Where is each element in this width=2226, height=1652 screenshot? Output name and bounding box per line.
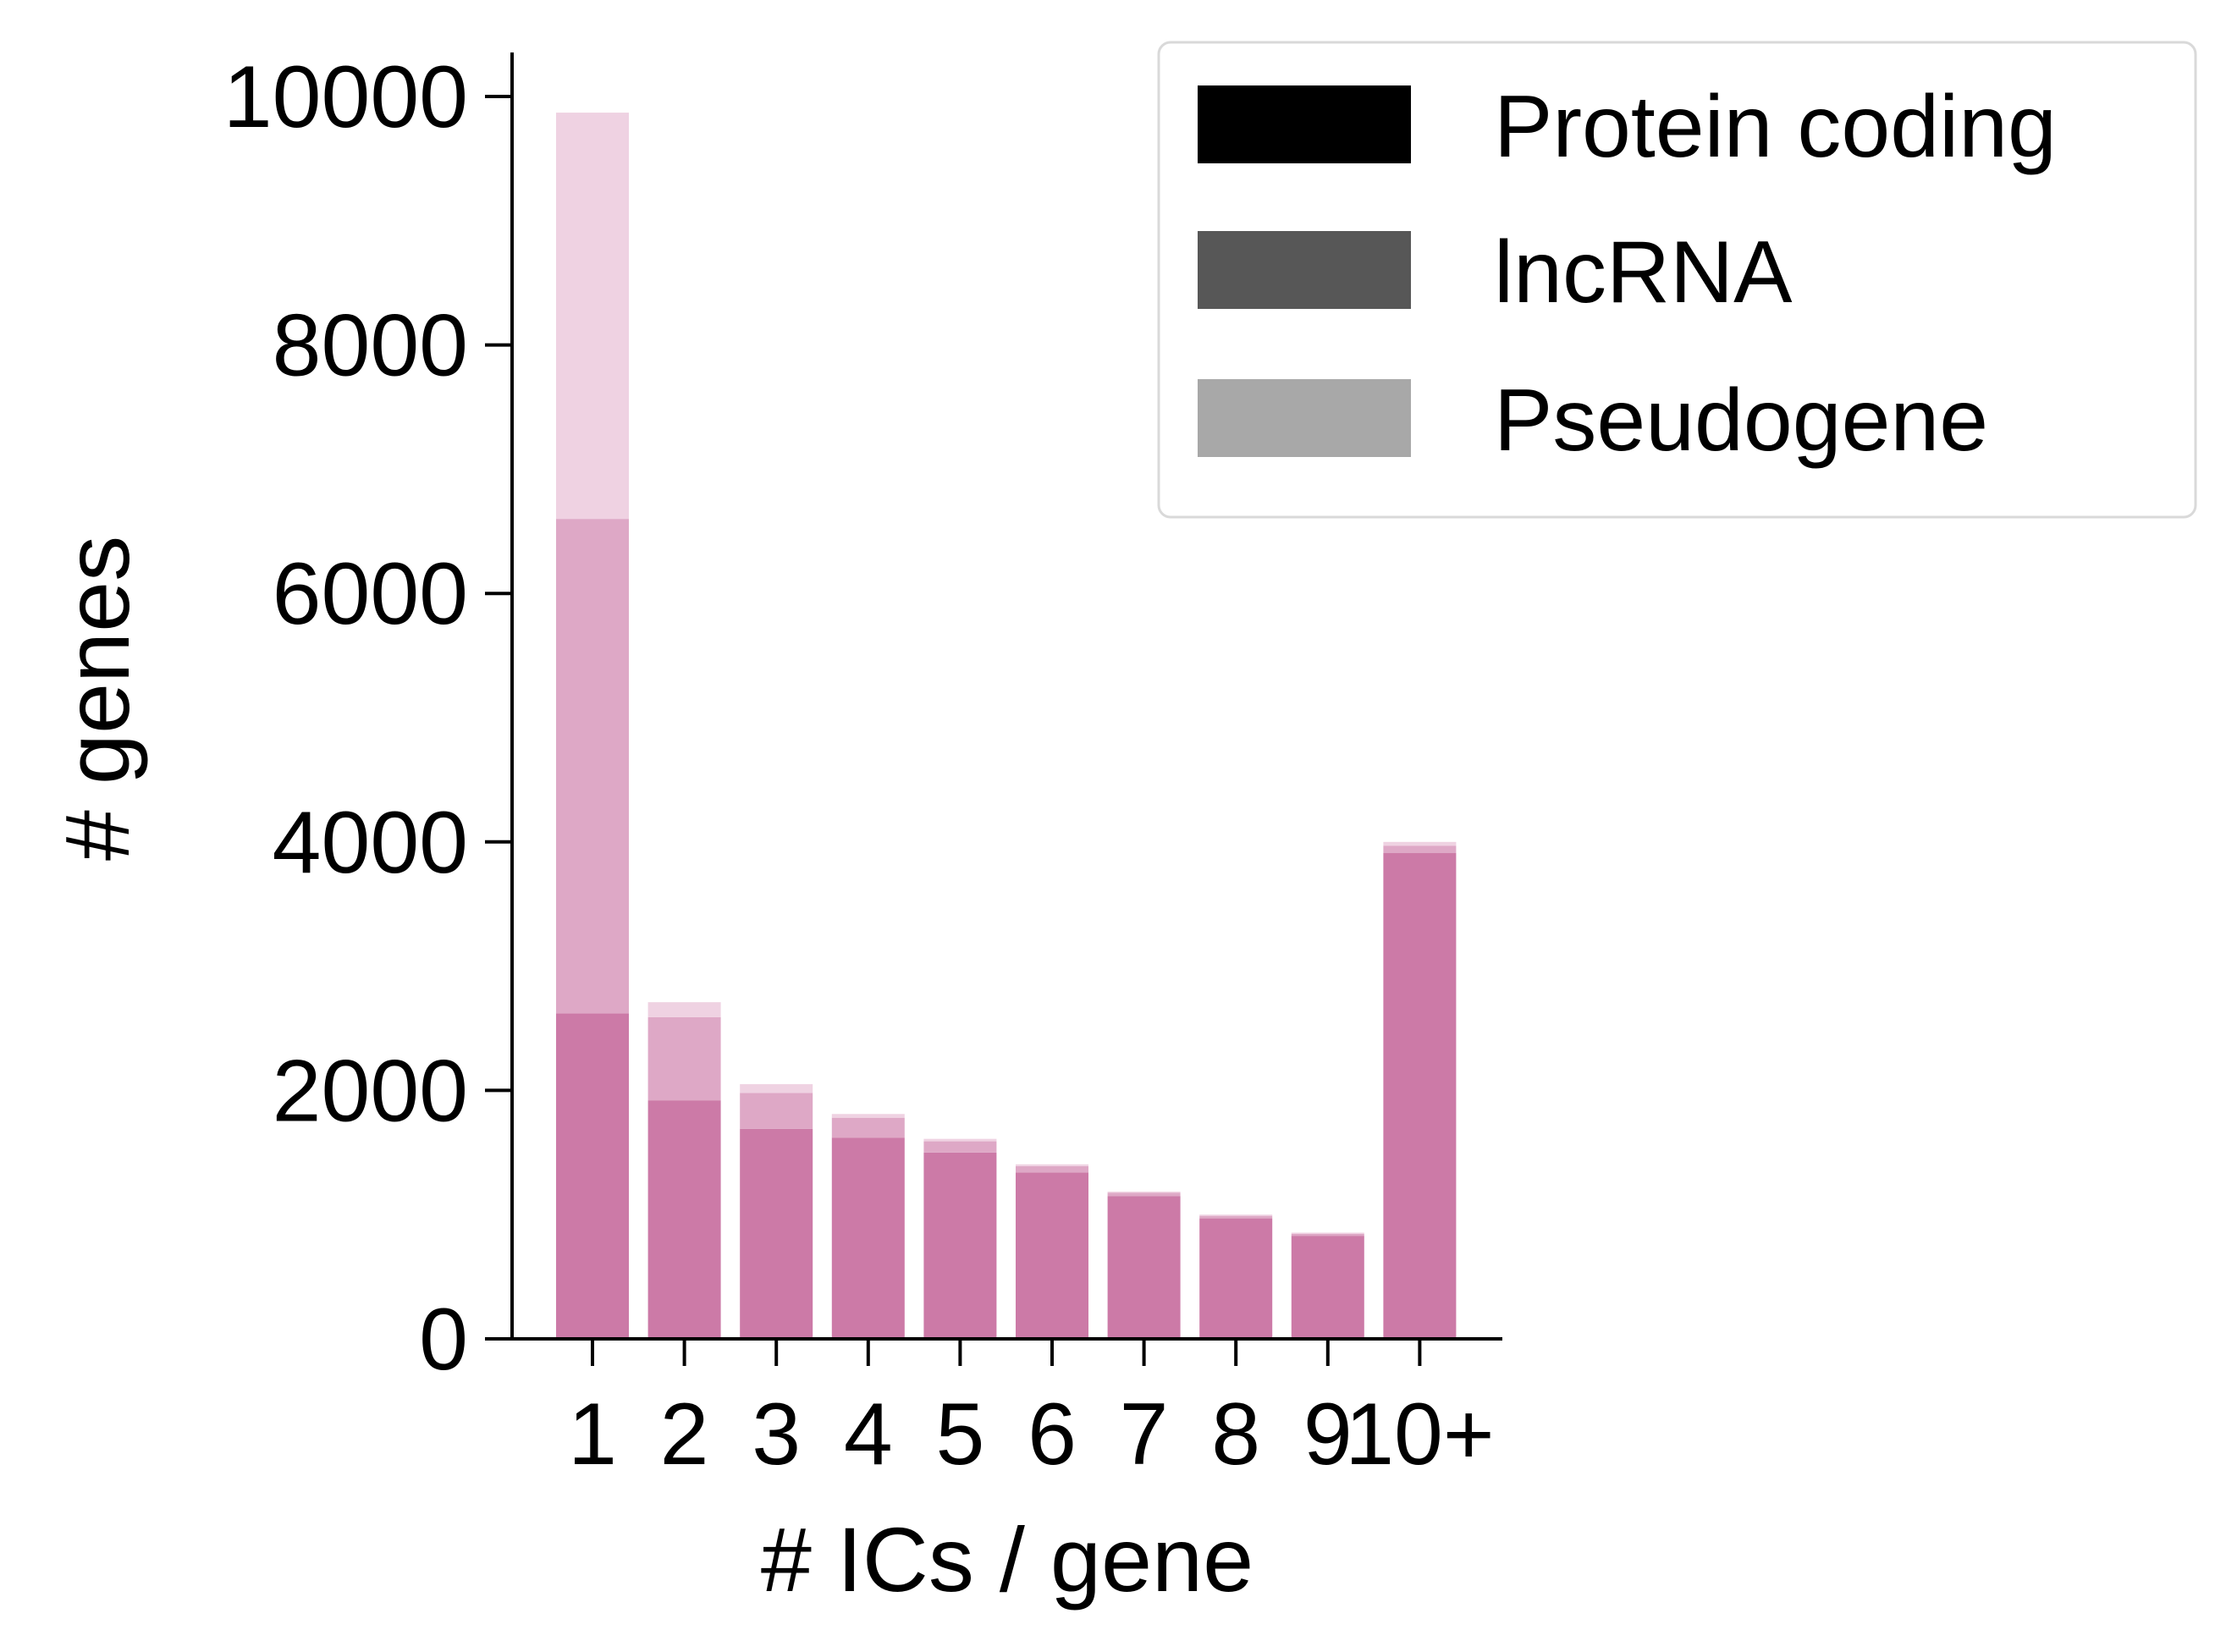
x-tick-label-6: 6 <box>1028 1385 1077 1484</box>
x-ticks: 1 2 3 4 5 6 7 8 910+ <box>568 1339 1495 1484</box>
bar-pseudogene-3 <box>740 1084 813 1093</box>
legend-label-lncrna: lncRNA <box>1494 223 1793 322</box>
y-tick-label-8000: 8000 <box>273 297 468 395</box>
bar-protein-coding-1 <box>556 1013 629 1339</box>
bar-protein-coding-9 <box>1291 1236 1364 1339</box>
y-tick-label-4000: 4000 <box>273 794 468 892</box>
x-tick-label-4: 4 <box>844 1385 893 1484</box>
legend-label-protein-coding: Protein coding <box>1494 78 2057 176</box>
y-tick-label-6000: 6000 <box>273 545 468 643</box>
x-axis-label: # ICs / gene <box>761 1508 1254 1611</box>
axes-layer <box>510 52 1502 1341</box>
x-tick-label-8: 8 <box>1211 1385 1260 1484</box>
bar-lncrna-8 <box>1199 1215 1273 1219</box>
x-tick-label-7: 7 <box>1120 1385 1169 1484</box>
bar-pseudogene-2 <box>647 1002 721 1017</box>
bar-protein-coding-3 <box>740 1128 813 1339</box>
x-tick-label-1: 1 <box>568 1385 617 1484</box>
bar-protein-coding-4 <box>831 1137 905 1339</box>
bar-pseudogene-5 <box>923 1138 997 1142</box>
bar-lncrna-3 <box>740 1093 813 1129</box>
y-axis-label: # genes <box>46 536 148 861</box>
y-tick-label-0: 0 <box>419 1291 468 1389</box>
legend-swatch-pseudogene <box>1198 379 1411 457</box>
y-tick-label-10000: 10000 <box>223 48 468 146</box>
legend-swatch-lncrna <box>1198 231 1411 309</box>
bar-lncrna-2 <box>647 1016 721 1101</box>
bar-lncrna-4 <box>831 1117 905 1138</box>
x-tick-label-2: 2 <box>660 1385 709 1484</box>
bar-lncrna-9 <box>1291 1233 1364 1236</box>
bar-lncrna-6 <box>1016 1165 1088 1173</box>
bar-protein-coding-5 <box>923 1152 997 1339</box>
y-ticks: 0 2000 4000 6000 8000 10000 <box>223 48 512 1389</box>
bar-pseudogene-10 <box>1383 841 1457 846</box>
bar-protein-coding-10 <box>1383 853 1457 1339</box>
bar-pseudogene-1 <box>556 113 629 520</box>
bar-pseudogene-6 <box>1016 1164 1088 1166</box>
legend-swatch-protein-coding <box>1198 85 1411 163</box>
bar-pseudogene-4 <box>831 1114 905 1118</box>
x-tick-label-10: 10+ <box>1345 1385 1494 1484</box>
x-tick-label-9: 9 <box>1303 1385 1353 1484</box>
legend-label-pseudogene: Pseudogene <box>1494 372 1988 470</box>
legend-frame <box>1157 41 2197 519</box>
bar-lncrna-10 <box>1383 845 1457 854</box>
bar-protein-coding-6 <box>1016 1172 1088 1339</box>
bars-layer <box>556 113 1457 1339</box>
bar-pseudogene-9 <box>1291 1232 1364 1234</box>
bar-pseudogene-8 <box>1199 1214 1273 1216</box>
y-tick-label-2000: 2000 <box>273 1042 468 1140</box>
bar-protein-coding-7 <box>1107 1196 1181 1339</box>
x-tick-label-3: 3 <box>752 1385 801 1484</box>
bar-protein-coding-2 <box>647 1100 721 1339</box>
bar-lncrna-7 <box>1107 1192 1181 1197</box>
x-tick-label-5: 5 <box>935 1385 984 1484</box>
bar-protein-coding-8 <box>1199 1218 1273 1339</box>
legend-entries: Protein coding lncRNA Pseudogene <box>1198 78 2057 470</box>
bar-lncrna-1 <box>556 519 629 1014</box>
bar-lncrna-5 <box>923 1141 997 1153</box>
legend: Protein coding lncRNA Pseudogene <box>1157 41 2197 519</box>
